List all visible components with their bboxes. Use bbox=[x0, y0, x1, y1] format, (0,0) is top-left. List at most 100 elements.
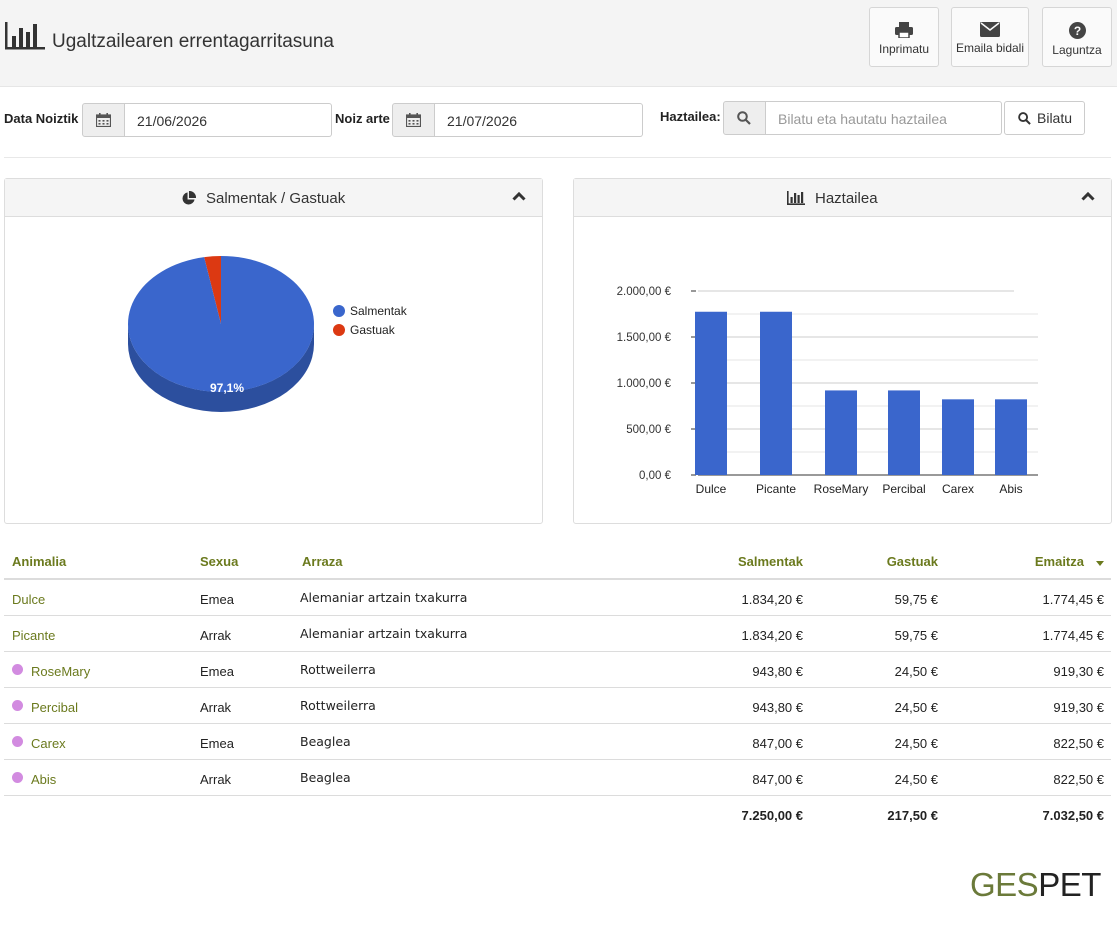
sex-cell: Arrak bbox=[200, 628, 232, 643]
panel-header: Salmentak / Gastuak bbox=[5, 179, 542, 217]
y-tick-label: 2.000,00 € bbox=[617, 286, 672, 298]
brand-part2: PET bbox=[1038, 866, 1101, 903]
printer-icon bbox=[895, 22, 913, 38]
bar-rosemary[interactable] bbox=[825, 390, 857, 475]
col-result[interactable]: Emaitza bbox=[1034, 554, 1084, 569]
sex-cell: Arrak bbox=[200, 772, 232, 787]
envelope-icon bbox=[980, 22, 1000, 37]
print-button[interactable]: Inprimatu bbox=[869, 7, 939, 67]
sex-cell: Arrak bbox=[200, 700, 232, 715]
total-sales: 7.250,00 € bbox=[741, 808, 803, 823]
legend-marker bbox=[333, 305, 345, 317]
sales-cell: 1.834,20 € bbox=[741, 628, 803, 643]
bar-dulce[interactable] bbox=[695, 311, 727, 475]
expenses-cell: 24,50 € bbox=[894, 664, 938, 679]
breed-cell: Rottweilerra bbox=[300, 698, 376, 713]
calendar-icon bbox=[96, 113, 111, 127]
animal-name-link[interactable]: Picante bbox=[12, 628, 56, 643]
result-cell: 919,30 € bbox=[1053, 700, 1104, 715]
y-tick-label: 1.500,00 € bbox=[617, 332, 672, 344]
chevron-up-icon[interactable] bbox=[512, 191, 526, 201]
pie-slice-salmentak[interactable] bbox=[127, 256, 314, 392]
date-to-label: Noiz arte bbox=[335, 111, 390, 126]
status-dot bbox=[12, 772, 23, 783]
y-tick-label: 1.000,00 € bbox=[617, 378, 672, 390]
animal-name-link[interactable]: Carex bbox=[31, 736, 66, 751]
status-dot bbox=[12, 700, 23, 711]
animal-name-link[interactable]: Abis bbox=[31, 772, 57, 787]
result-cell: 822,50 € bbox=[1053, 736, 1104, 751]
bar-carex[interactable] bbox=[942, 399, 974, 475]
sales-cell: 943,80 € bbox=[752, 664, 803, 679]
send-email-button[interactable]: Emaila bidali bbox=[951, 7, 1029, 67]
table-row[interactable]: Picante Arrak Alemaniar artzain txakurra 1.… bbox=[4, 616, 1111, 652]
panel-title: Haztailea bbox=[815, 190, 878, 207]
date-from-input[interactable]: 21/06/2026 bbox=[125, 103, 332, 137]
svg-text:?: ? bbox=[1073, 24, 1080, 38]
table-row[interactable]: Carex Emea Beaglea 847,00 € 24,50 € 822,50 € bbox=[4, 724, 1111, 760]
bar-chart: 0,00 € 500,00 € 1.000,00 € 1.500,00 € 2.000,… bbox=[617, 286, 1038, 496]
total-expenses: 217,50 € bbox=[887, 808, 938, 823]
table-row[interactable]: Percibal Arrak Rottweilerra 943,80 € 24,50 €… bbox=[4, 688, 1111, 724]
breeder-search-input[interactable]: Bilatu eta hautatu haztailea bbox=[766, 101, 1002, 135]
pie-chart: 97,1% Salmentak Gastuak bbox=[127, 256, 408, 412]
col-animal[interactable]: Animalia bbox=[12, 554, 67, 569]
bar-abis[interactable] bbox=[995, 399, 1027, 475]
chevron-up-icon[interactable] bbox=[1081, 191, 1095, 201]
x-tick-label: Abis bbox=[999, 482, 1022, 496]
bar-chart-icon bbox=[5, 22, 45, 50]
bar-chart-icon bbox=[787, 191, 805, 205]
breed-cell: Rottweilerra bbox=[300, 662, 376, 677]
x-tick-label: RoseMary bbox=[814, 482, 869, 496]
bar-picante[interactable] bbox=[760, 311, 792, 475]
result-cell: 1.774,45 € bbox=[1042, 592, 1104, 607]
sort-desc-icon[interactable] bbox=[1096, 561, 1104, 566]
animal-name-link[interactable]: Dulce bbox=[12, 592, 46, 607]
search-button[interactable]: Bilatu bbox=[1004, 101, 1085, 135]
breed-cell: Beaglea bbox=[300, 734, 351, 749]
table-row[interactable]: Abis Arrak Beaglea 847,00 € 24,50 € 822,50 € bbox=[4, 760, 1111, 796]
col-breed[interactable]: Arraza bbox=[302, 554, 343, 569]
sales-cell: 1.834,20 € bbox=[741, 592, 803, 607]
breeder-search-addon bbox=[723, 101, 766, 135]
app-header: Ugaltzailearen errentagarritasuna Inprim… bbox=[0, 0, 1117, 87]
page-title: Ugaltzailearen errentagarritasuna bbox=[52, 31, 334, 52]
panel-title: Salmentak / Gastuak bbox=[206, 190, 346, 207]
col-sales[interactable]: Salmentak bbox=[737, 554, 803, 569]
pie-slice-gastuak[interactable] bbox=[204, 256, 221, 324]
table-header: Animalia Sexua Arraza Salmentak Gastuak … bbox=[4, 543, 1111, 580]
result-cell: 822,50 € bbox=[1053, 772, 1104, 787]
total-result: 7.032,50 € bbox=[1042, 808, 1104, 823]
expenses-cell: 24,50 € bbox=[894, 736, 938, 751]
breed-cell: Beaglea bbox=[300, 770, 351, 785]
pie-chart-icon bbox=[182, 191, 196, 205]
animal-name-link[interactable]: RoseMary bbox=[31, 664, 91, 679]
table-row[interactable]: Dulce Emea Alemaniar artzain txakurra 1.834… bbox=[4, 580, 1111, 616]
expenses-cell: 59,75 € bbox=[894, 592, 938, 607]
table-row[interactable]: RoseMary Emea Rottweilerra 943,80 € 24,50 € 9… bbox=[4, 652, 1111, 688]
status-dot bbox=[12, 664, 23, 675]
brand-logo: GESPET bbox=[970, 866, 1101, 904]
col-sex[interactable]: Sexua bbox=[200, 554, 239, 569]
help-button[interactable]: ? Laguntza bbox=[1042, 7, 1112, 67]
date-from-calendar-button[interactable] bbox=[82, 103, 125, 137]
legend-marker bbox=[333, 324, 345, 336]
divider bbox=[4, 157, 1111, 158]
animal-name-link[interactable]: Percibal bbox=[31, 700, 78, 715]
brand-part1: GES bbox=[970, 866, 1039, 903]
sales-cell: 847,00 € bbox=[752, 772, 803, 787]
bar-percibal[interactable] bbox=[888, 390, 920, 475]
sales-expenses-panel: Salmentak / Gastuak 97,1% Salmentak Gastua… bbox=[4, 178, 543, 524]
sales-cell: 847,00 € bbox=[752, 736, 803, 751]
x-tick-label: Dulce bbox=[696, 482, 727, 496]
result-cell: 919,30 € bbox=[1053, 664, 1104, 679]
sex-cell: Emea bbox=[200, 736, 234, 751]
col-expenses[interactable]: Gastuak bbox=[886, 554, 938, 569]
expenses-cell: 24,50 € bbox=[894, 772, 938, 787]
pie-side bbox=[128, 324, 314, 412]
expenses-cell: 59,75 € bbox=[894, 628, 938, 643]
x-tick-label: Percibal bbox=[882, 482, 925, 496]
date-to-calendar-button[interactable] bbox=[392, 103, 435, 137]
date-to-input[interactable]: 21/07/2026 bbox=[435, 103, 643, 137]
legend-label: Salmentak bbox=[350, 304, 408, 318]
